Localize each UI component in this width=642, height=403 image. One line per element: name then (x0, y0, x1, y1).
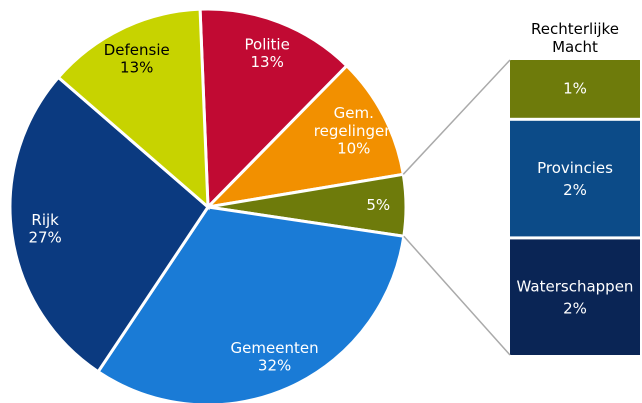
slice-label: Defensie (104, 40, 170, 58)
connector (402, 59, 511, 175)
bar-label: Rechterlijke Macht (531, 20, 619, 56)
connector (403, 235, 511, 356)
bar-segment (510, 120, 640, 237)
slice-value: 27% (28, 229, 61, 247)
bar-label: Provincies (537, 159, 613, 177)
slice-label: Gemeenten (231, 339, 319, 357)
bar-segment (510, 239, 640, 355)
slice-label: Politie (245, 35, 290, 53)
bar-label: Waterschappen (517, 278, 634, 296)
bar-value: 2% (563, 181, 587, 199)
bar-value: 2% (563, 300, 587, 318)
pie-slice (198, 7, 349, 211)
pie-slice (8, 75, 210, 374)
slice-value: 13% (120, 58, 153, 76)
bar-segment (510, 60, 640, 118)
slice-value: 13% (250, 53, 283, 71)
slice-label: Rijk (31, 211, 59, 229)
pie-slice (203, 63, 406, 210)
slice-value: 10% (337, 140, 370, 158)
pie-slice (56, 7, 210, 211)
slice-value: 32% (258, 357, 291, 375)
pie-slice (96, 205, 406, 403)
bar-value: 1% (563, 79, 587, 97)
slice-value: 5% (366, 196, 390, 214)
slice-label: Gem. regelingen (314, 104, 394, 140)
